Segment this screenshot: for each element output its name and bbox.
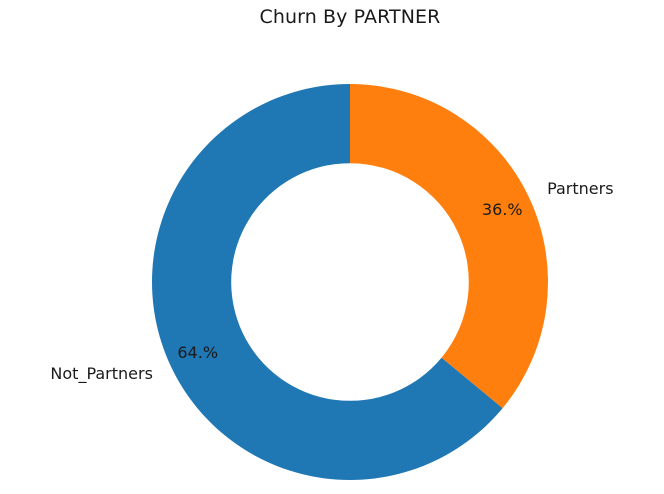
slice-partners xyxy=(350,84,548,409)
chart-title: Churn By PARTNER xyxy=(259,6,441,28)
pct-label: 36.% xyxy=(482,200,523,219)
pct-label: 64.% xyxy=(177,343,218,362)
slice-not-partners xyxy=(151,84,503,481)
slice-label: Partners xyxy=(547,179,613,198)
slice-label: Not_Partners xyxy=(50,364,153,384)
